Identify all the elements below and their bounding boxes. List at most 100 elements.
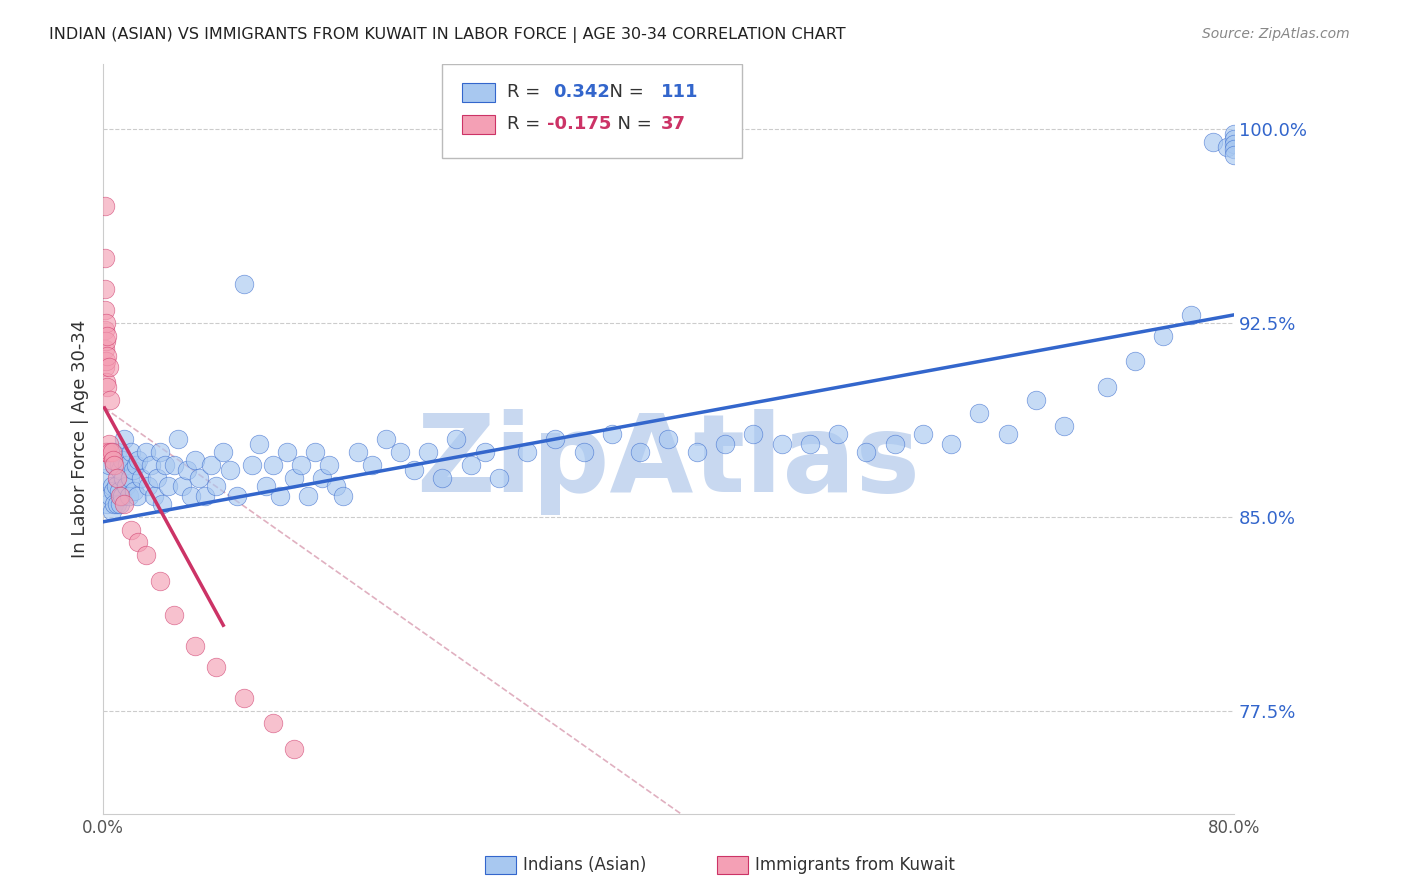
- Point: [1095, 380, 1118, 394]
- Point: [997, 426, 1019, 441]
- Point: [1053, 419, 1076, 434]
- Point: [1152, 328, 1174, 343]
- Point: [103, 458, 125, 472]
- Point: [103, 497, 125, 511]
- Point: [94, 334, 117, 348]
- Point: [93, 323, 115, 337]
- Point: [96, 445, 118, 459]
- Point: [1223, 142, 1246, 156]
- Point: [262, 458, 284, 472]
- Point: [100, 445, 122, 459]
- Point: [163, 458, 186, 472]
- Point: [939, 437, 962, 451]
- Point: [332, 489, 354, 503]
- Text: N =: N =: [606, 115, 658, 133]
- Point: [96, 497, 118, 511]
- Text: -0.175: -0.175: [547, 115, 612, 133]
- Point: [1223, 147, 1246, 161]
- Point: [714, 437, 737, 451]
- Point: [111, 471, 134, 485]
- Point: [1123, 354, 1146, 368]
- Text: 37: 37: [661, 115, 686, 133]
- Text: INDIAN (ASIAN) VS IMMIGRANTS FROM KUWAIT IN LABOR FORCE | AGE 30-34 CORRELATION : INDIAN (ASIAN) VS IMMIGRANTS FROM KUWAIT…: [49, 27, 846, 43]
- Point: [254, 478, 277, 492]
- Point: [544, 432, 567, 446]
- Point: [107, 458, 129, 472]
- Point: [374, 432, 396, 446]
- Point: [129, 471, 152, 485]
- Point: [135, 445, 157, 459]
- Point: [149, 445, 172, 459]
- Point: [146, 471, 169, 485]
- Point: [125, 489, 148, 503]
- Point: [418, 445, 440, 459]
- Point: [93, 342, 115, 356]
- Point: [115, 458, 138, 472]
- Point: [103, 458, 125, 472]
- Point: [94, 375, 117, 389]
- Point: [276, 445, 298, 459]
- Point: [212, 445, 235, 459]
- Point: [155, 458, 177, 472]
- Point: [93, 199, 115, 213]
- Point: [110, 489, 132, 503]
- Point: [97, 458, 120, 472]
- Point: [97, 437, 120, 451]
- Point: [516, 445, 538, 459]
- Point: [290, 458, 312, 472]
- Point: [1223, 137, 1246, 152]
- Point: [686, 445, 709, 459]
- Point: [262, 716, 284, 731]
- Point: [98, 445, 121, 459]
- Point: [112, 432, 135, 446]
- Point: [101, 452, 124, 467]
- Point: [770, 437, 793, 451]
- Y-axis label: In Labor Force | Age 30-34: In Labor Force | Age 30-34: [72, 320, 89, 558]
- Point: [107, 483, 129, 498]
- Point: [98, 489, 121, 503]
- Point: [969, 406, 991, 420]
- Text: Indians (Asian): Indians (Asian): [523, 856, 647, 874]
- FancyBboxPatch shape: [443, 64, 742, 158]
- Point: [112, 497, 135, 511]
- Point: [98, 393, 121, 408]
- Point: [100, 504, 122, 518]
- Point: [474, 445, 496, 459]
- Point: [96, 328, 118, 343]
- Point: [247, 437, 270, 451]
- Point: [93, 359, 115, 374]
- Point: [117, 489, 139, 503]
- Point: [194, 489, 217, 503]
- Point: [108, 497, 131, 511]
- Point: [446, 432, 468, 446]
- Point: [240, 458, 263, 472]
- Point: [184, 639, 207, 653]
- Point: [96, 380, 118, 394]
- Point: [226, 489, 249, 503]
- Point: [269, 489, 291, 503]
- Point: [93, 445, 115, 459]
- Point: [149, 574, 172, 589]
- Point: [157, 478, 180, 492]
- Point: [101, 445, 124, 459]
- Point: [94, 471, 117, 485]
- Point: [883, 437, 905, 451]
- Point: [167, 432, 190, 446]
- Point: [105, 497, 128, 511]
- Text: ZipAtlas: ZipAtlas: [416, 409, 921, 515]
- Point: [799, 437, 821, 451]
- Point: [108, 463, 131, 477]
- Point: [488, 471, 510, 485]
- Point: [657, 432, 679, 446]
- Point: [283, 471, 305, 485]
- Text: R =: R =: [506, 115, 546, 133]
- Point: [827, 426, 849, 441]
- Point: [205, 659, 228, 673]
- Point: [135, 549, 157, 563]
- Point: [388, 445, 411, 459]
- Point: [360, 458, 382, 472]
- Point: [105, 445, 128, 459]
- Point: [127, 452, 149, 467]
- Bar: [461, 83, 495, 102]
- Point: [93, 302, 115, 317]
